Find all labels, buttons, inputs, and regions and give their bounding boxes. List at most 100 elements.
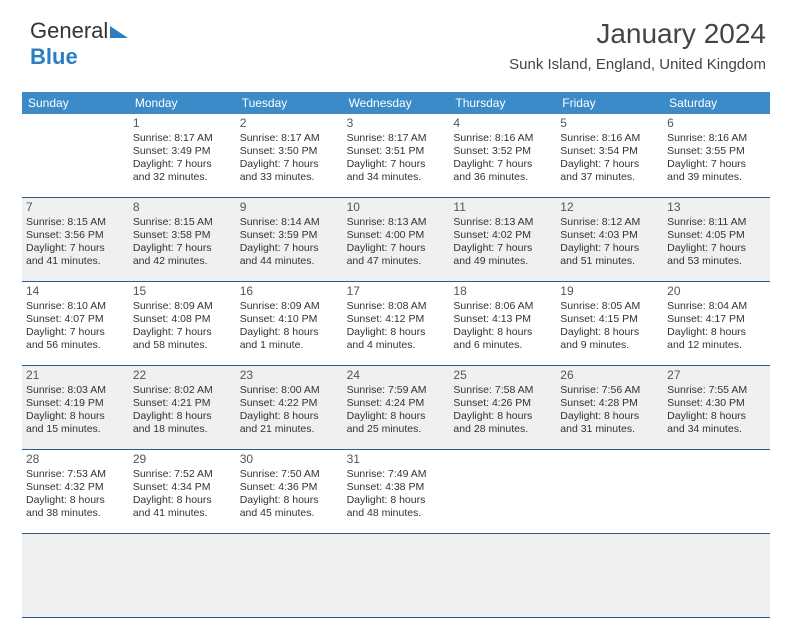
calendar-cell: 22Sunrise: 8:02 AMSunset: 4:21 PMDayligh… [129, 366, 236, 450]
day-number: 18 [453, 284, 552, 299]
sunrise-line: Sunrise: 8:12 AM [560, 216, 659, 229]
calendar-cell: 13Sunrise: 8:11 AMSunset: 4:05 PMDayligh… [663, 198, 770, 282]
sunrise-line: Sunrise: 8:16 AM [453, 132, 552, 145]
daylight-line: Daylight: 7 hours and 32 minutes. [133, 158, 232, 184]
sunset-line: Sunset: 4:02 PM [453, 229, 552, 242]
sunrise-line: Sunrise: 7:52 AM [133, 468, 232, 481]
day-number: 6 [667, 116, 766, 131]
day-number: 10 [347, 200, 446, 215]
sunset-line: Sunset: 4:26 PM [453, 397, 552, 410]
day-number: 25 [453, 368, 552, 383]
day-number: 13 [667, 200, 766, 215]
daylight-line: Daylight: 7 hours and 53 minutes. [667, 242, 766, 268]
calendar-cell [129, 534, 236, 618]
calendar-cell [556, 450, 663, 534]
sunrise-line: Sunrise: 8:06 AM [453, 300, 552, 313]
sunset-line: Sunset: 4:38 PM [347, 481, 446, 494]
calendar-cell: 8Sunrise: 8:15 AMSunset: 3:58 PMDaylight… [129, 198, 236, 282]
sunrise-line: Sunrise: 7:56 AM [560, 384, 659, 397]
daylight-line: Daylight: 8 hours and 9 minutes. [560, 326, 659, 352]
day-number: 24 [347, 368, 446, 383]
weekday-header: Thursday [449, 92, 556, 114]
day-number: 27 [667, 368, 766, 383]
calendar-cell [22, 114, 129, 198]
calendar-cell: 1Sunrise: 8:17 AMSunset: 3:49 PMDaylight… [129, 114, 236, 198]
brand-part2: Blue [30, 44, 78, 69]
sunset-line: Sunset: 4:00 PM [347, 229, 446, 242]
sunrise-line: Sunrise: 8:15 AM [26, 216, 125, 229]
daylight-line: Daylight: 8 hours and 18 minutes. [133, 410, 232, 436]
weekday-header: Sunday [22, 92, 129, 114]
day-number: 4 [453, 116, 552, 131]
day-number: 8 [133, 200, 232, 215]
sunset-line: Sunset: 3:50 PM [240, 145, 339, 158]
sunset-line: Sunset: 3:49 PM [133, 145, 232, 158]
calendar-cell: 21Sunrise: 8:03 AMSunset: 4:19 PMDayligh… [22, 366, 129, 450]
calendar-cell [663, 534, 770, 618]
day-number: 14 [26, 284, 125, 299]
sunrise-line: Sunrise: 8:08 AM [347, 300, 446, 313]
calendar-cell [22, 534, 129, 618]
sunset-line: Sunset: 4:12 PM [347, 313, 446, 326]
sunrise-line: Sunrise: 8:17 AM [240, 132, 339, 145]
sunrise-line: Sunrise: 7:58 AM [453, 384, 552, 397]
daylight-line: Daylight: 8 hours and 48 minutes. [347, 494, 446, 520]
sunset-line: Sunset: 4:36 PM [240, 481, 339, 494]
sunrise-line: Sunrise: 8:02 AM [133, 384, 232, 397]
daylight-line: Daylight: 8 hours and 41 minutes. [133, 494, 232, 520]
day-number: 11 [453, 200, 552, 215]
sunset-line: Sunset: 4:28 PM [560, 397, 659, 410]
calendar-cell: 14Sunrise: 8:10 AMSunset: 4:07 PMDayligh… [22, 282, 129, 366]
daylight-line: Daylight: 7 hours and 58 minutes. [133, 326, 232, 352]
calendar-cell: 4Sunrise: 8:16 AMSunset: 3:52 PMDaylight… [449, 114, 556, 198]
calendar-cell: 7Sunrise: 8:15 AMSunset: 3:56 PMDaylight… [22, 198, 129, 282]
daylight-line: Daylight: 7 hours and 41 minutes. [26, 242, 125, 268]
day-number: 3 [347, 116, 446, 131]
calendar-cell: 28Sunrise: 7:53 AMSunset: 4:32 PMDayligh… [22, 450, 129, 534]
sunrise-line: Sunrise: 7:49 AM [347, 468, 446, 481]
daylight-line: Daylight: 7 hours and 42 minutes. [133, 242, 232, 268]
daylight-line: Daylight: 8 hours and 15 minutes. [26, 410, 125, 436]
sunset-line: Sunset: 4:32 PM [26, 481, 125, 494]
sunset-line: Sunset: 4:24 PM [347, 397, 446, 410]
daylight-line: Daylight: 8 hours and 38 minutes. [26, 494, 125, 520]
daylight-line: Daylight: 8 hours and 6 minutes. [453, 326, 552, 352]
calendar-cell: 15Sunrise: 8:09 AMSunset: 4:08 PMDayligh… [129, 282, 236, 366]
sunset-line: Sunset: 3:51 PM [347, 145, 446, 158]
calendar-cell [343, 534, 450, 618]
daylight-line: Daylight: 8 hours and 31 minutes. [560, 410, 659, 436]
day-number: 17 [347, 284, 446, 299]
day-number: 28 [26, 452, 125, 467]
sunset-line: Sunset: 4:19 PM [26, 397, 125, 410]
weekday-header: Friday [556, 92, 663, 114]
sunrise-line: Sunrise: 8:05 AM [560, 300, 659, 313]
sunrise-line: Sunrise: 7:53 AM [26, 468, 125, 481]
brand-part1: General [30, 18, 108, 43]
sunrise-line: Sunrise: 8:16 AM [667, 132, 766, 145]
sunrise-line: Sunrise: 8:09 AM [240, 300, 339, 313]
day-number: 5 [560, 116, 659, 131]
day-number: 16 [240, 284, 339, 299]
day-number: 7 [26, 200, 125, 215]
sunrise-line: Sunrise: 8:14 AM [240, 216, 339, 229]
sunset-line: Sunset: 4:15 PM [560, 313, 659, 326]
day-number: 26 [560, 368, 659, 383]
calendar-cell: 5Sunrise: 8:16 AMSunset: 3:54 PMDaylight… [556, 114, 663, 198]
calendar-cell: 9Sunrise: 8:14 AMSunset: 3:59 PMDaylight… [236, 198, 343, 282]
sunset-line: Sunset: 3:54 PM [560, 145, 659, 158]
sunset-line: Sunset: 4:30 PM [667, 397, 766, 410]
calendar-cell: 10Sunrise: 8:13 AMSunset: 4:00 PMDayligh… [343, 198, 450, 282]
sunrise-line: Sunrise: 7:59 AM [347, 384, 446, 397]
day-number: 23 [240, 368, 339, 383]
day-number: 29 [133, 452, 232, 467]
sunset-line: Sunset: 3:58 PM [133, 229, 232, 242]
calendar-cell: 6Sunrise: 8:16 AMSunset: 3:55 PMDaylight… [663, 114, 770, 198]
weekday-header: Monday [129, 92, 236, 114]
location-subtitle: Sunk Island, England, United Kingdom [509, 56, 766, 73]
sunrise-line: Sunrise: 8:00 AM [240, 384, 339, 397]
calendar-cell: 29Sunrise: 7:52 AMSunset: 4:34 PMDayligh… [129, 450, 236, 534]
weekday-header: Tuesday [236, 92, 343, 114]
daylight-line: Daylight: 8 hours and 34 minutes. [667, 410, 766, 436]
brand-logo: General Blue [30, 18, 128, 70]
calendar-cell: 31Sunrise: 7:49 AMSunset: 4:38 PMDayligh… [343, 450, 450, 534]
